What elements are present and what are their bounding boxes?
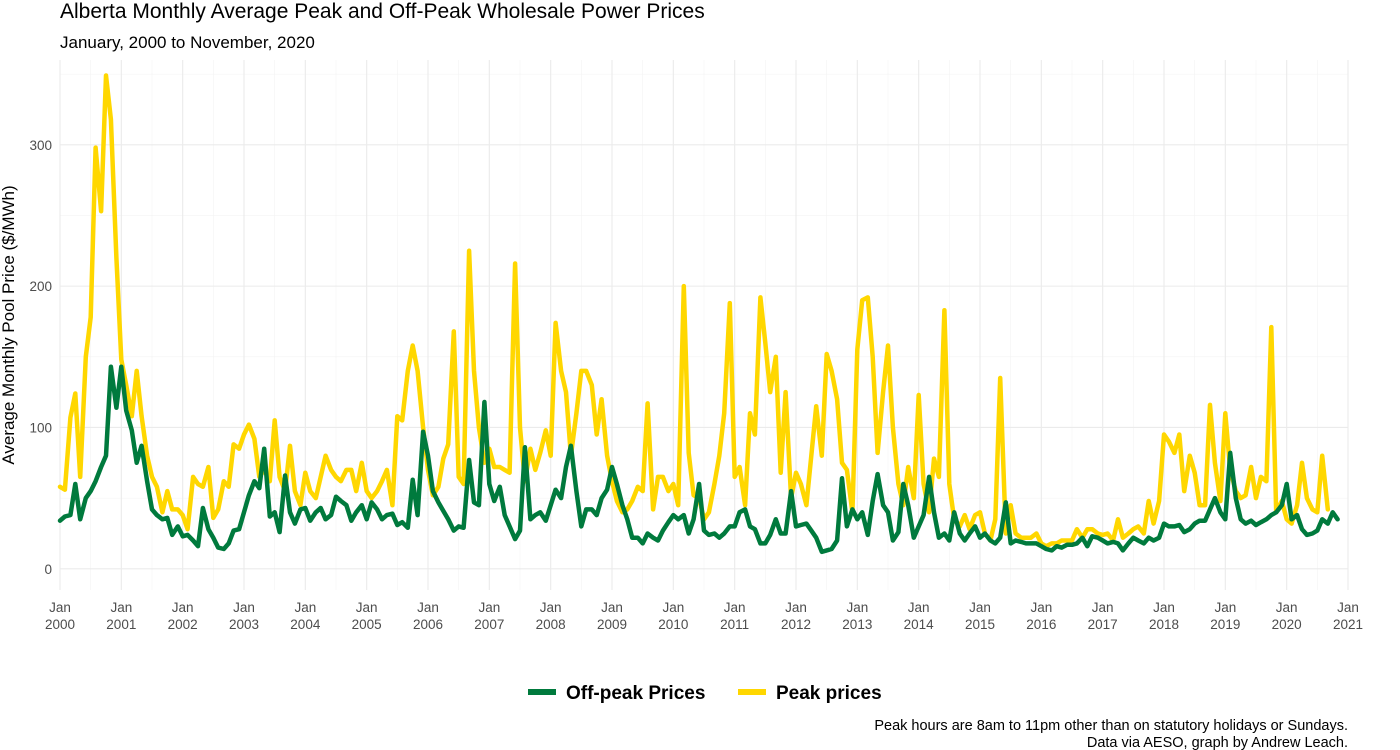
- y-tick-label: 200: [29, 279, 52, 294]
- x-tick-label: 2013: [842, 617, 872, 632]
- chart-title: Alberta Monthly Average Peak and Off-Pea…: [60, 0, 705, 23]
- x-tick-label: 2018: [1149, 617, 1179, 632]
- x-tick-label: 2001: [106, 617, 136, 632]
- x-tick-label: Jan: [540, 600, 562, 615]
- x-tick-label: 2008: [536, 617, 566, 632]
- x-tick-label: 2000: [45, 617, 75, 632]
- x-tick-label: 2005: [352, 617, 382, 632]
- x-tick-label: Jan: [785, 600, 807, 615]
- x-tick-label: 2007: [474, 617, 504, 632]
- x-tick-label: 2012: [781, 617, 811, 632]
- x-tick-label: 2006: [413, 617, 443, 632]
- x-tick-label: Jan: [1276, 600, 1298, 615]
- x-tick-label: 2015: [965, 617, 995, 632]
- caption-line-2: Data via AESO, graph by Andrew Leach.: [1087, 735, 1348, 750]
- x-tick-label: 2002: [168, 617, 198, 632]
- series-group: [57, 73, 1340, 555]
- y-tick-label: 300: [29, 138, 52, 153]
- x-tick-label: 2004: [290, 617, 321, 632]
- x-tick-label: Jan: [1214, 600, 1236, 615]
- x-tick-label: Jan: [724, 600, 746, 615]
- x-tick-label: Jan: [294, 600, 316, 615]
- x-tick-label: Jan: [1337, 600, 1359, 615]
- x-tick-label: Jan: [110, 600, 132, 615]
- grid: [59, 60, 1349, 590]
- x-tick-label: 2003: [229, 617, 259, 632]
- x-tick-label: 2017: [1088, 617, 1118, 632]
- x-tick-label: 2009: [597, 617, 627, 632]
- y-tick-label: 100: [29, 420, 52, 435]
- x-tick-label: Jan: [1153, 600, 1175, 615]
- x-tick-label: 2016: [1026, 617, 1056, 632]
- x-tick-label: 2019: [1210, 617, 1240, 632]
- x-tick-label: Jan: [417, 600, 439, 615]
- caption-line-1: Peak hours are 8am to 11pm other than on…: [874, 718, 1348, 734]
- x-tick-label: Jan: [49, 600, 71, 615]
- legend-label-peak-prices: Peak prices: [776, 683, 882, 704]
- x-tick-label: 2020: [1272, 617, 1302, 632]
- x-tick-label: Jan: [969, 600, 991, 615]
- x-tick-label: Jan: [172, 600, 194, 615]
- x-tick-label: 2011: [720, 617, 749, 632]
- x-tick-label: Jan: [601, 600, 623, 615]
- series-line-peak-prices: [57, 73, 1331, 549]
- y-axis: 0 100 200 300: [29, 138, 52, 577]
- legend-label-off-peak-prices: Off-peak Prices: [566, 683, 705, 704]
- x-tick-label: Jan: [356, 600, 378, 615]
- x-tick-label: Jan: [233, 600, 255, 615]
- legend: Off-peak Prices Peak prices: [528, 683, 882, 704]
- x-tick-label: Jan: [1030, 600, 1052, 615]
- x-tick-label: Jan: [662, 600, 684, 615]
- x-tick-label: Jan: [478, 600, 500, 615]
- x-tick-label: 2010: [658, 617, 688, 632]
- series-line-off-peak-prices: [57, 364, 1340, 555]
- x-tick-label: 2014: [904, 617, 935, 632]
- y-tick-label: 0: [44, 562, 52, 577]
- x-tick-label: Jan: [1092, 600, 1114, 615]
- x-tick-label: 2021: [1333, 617, 1363, 632]
- x-tick-label: Jan: [846, 600, 868, 615]
- y-axis-title: Average Monthly Pool Price ($/MWh): [0, 185, 18, 464]
- x-axis: Jan 2000 Jan 2001 Jan 2002 Jan 2003 Jan 2004 Jan 20…: [45, 600, 1363, 632]
- chart-subtitle: January, 2000 to November, 2020: [60, 33, 315, 52]
- x-tick-label: Jan: [908, 600, 930, 615]
